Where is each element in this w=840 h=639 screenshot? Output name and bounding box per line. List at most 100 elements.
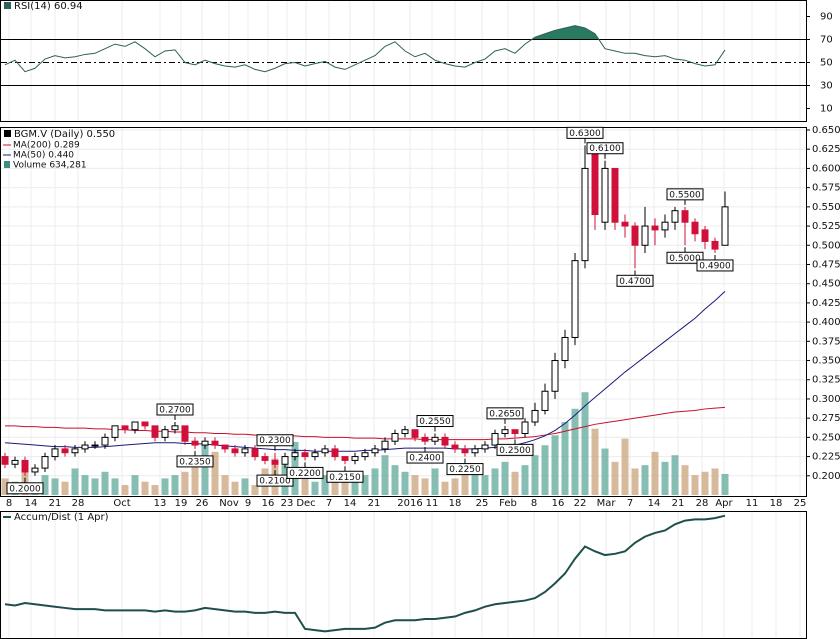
y-tick-label: 0.625 [812, 144, 840, 155]
candle-body [41, 456, 49, 469]
annotation-label: 0.6300 [569, 129, 601, 139]
annotation-label: 0.5000 [669, 254, 701, 264]
annotation-label: 0.2300 [259, 436, 291, 446]
date-label: Mar [597, 498, 617, 509]
rsi-tick-label: 70 [820, 35, 833, 46]
volume-bar [541, 445, 549, 495]
candle-body [371, 448, 379, 454]
annotation-box [176, 455, 214, 468]
candle-body [341, 456, 349, 461]
candle-body [31, 467, 39, 473]
candle-body [61, 448, 69, 454]
candle-body [611, 167, 619, 223]
candle-body [141, 421, 149, 427]
price-legend-swatch [4, 130, 11, 137]
price-panel [0, 127, 807, 497]
candle-body [311, 452, 319, 458]
date-label: 18 [449, 498, 462, 509]
annotation-label: 0.4900 [699, 261, 731, 271]
date-label: 9 [245, 498, 251, 509]
volume-bar [561, 422, 569, 495]
candle-body [701, 229, 709, 242]
volume-bar [171, 475, 179, 495]
annotation-label: 0.2350 [179, 457, 211, 467]
volume-bar [381, 455, 389, 495]
volume-bar [721, 473, 729, 495]
volume-bar [301, 478, 309, 495]
y-tick-label: 0.300 [812, 394, 840, 405]
volume-bar [661, 461, 669, 495]
y-tick-label: 0.650 [812, 125, 840, 136]
volume-bar [121, 485, 129, 495]
volume-bar [231, 481, 239, 495]
volume-bar [691, 475, 699, 495]
volume-bar [711, 468, 719, 495]
candle-body [601, 167, 609, 223]
volume-bar [471, 471, 479, 495]
date-label: 8 [531, 498, 537, 509]
candle-body [171, 425, 179, 431]
rsi-tick-label: 30 [820, 81, 833, 92]
candle-body [151, 425, 159, 438]
candle-body [201, 440, 209, 446]
volume-bar [81, 475, 89, 495]
annotation-box [486, 407, 524, 420]
volume-bar [611, 461, 619, 495]
y-tick-label: 0.400 [812, 317, 840, 328]
annotation-box [696, 259, 734, 272]
annotation-label: 0.2550 [419, 417, 451, 427]
candle-body [631, 225, 639, 246]
candle-body [361, 452, 369, 458]
annotation-label: 0.2700 [159, 406, 191, 416]
date-label: Feb [499, 498, 517, 509]
candle-body [681, 210, 689, 223]
annotation-label: 0.2500 [499, 446, 531, 456]
date-label: 16 [262, 498, 275, 509]
ad-legend: Accum/Dist (1 Apr) [14, 512, 109, 523]
volume-bar [461, 465, 469, 495]
date-label: 11 [426, 498, 439, 509]
candle-body [621, 221, 629, 227]
ad-line [4, 514, 726, 633]
volume-bar [481, 475, 489, 495]
date-label: 7 [627, 498, 633, 509]
candle-body [161, 429, 169, 438]
date-label: 14 [344, 498, 357, 509]
volume-bar [681, 465, 689, 495]
candle-body [541, 390, 549, 411]
candle-body [431, 436, 439, 442]
date-label: 25 [476, 498, 489, 509]
date-label: 8 [6, 498, 12, 509]
date-label: Oct [113, 498, 130, 509]
volume-bar [131, 475, 139, 495]
candle-body [441, 436, 449, 446]
volume-bar [1, 478, 9, 495]
annotation-box [446, 463, 484, 476]
rsi-panel [0, 0, 807, 122]
candle-body [261, 456, 269, 461]
volume-bar [671, 455, 679, 495]
volume-bar [501, 461, 509, 495]
y-tick-label: 0.350 [812, 356, 840, 367]
candle-body [211, 440, 219, 446]
volume-bar [651, 451, 659, 495]
rsi-tick-label: 10 [820, 104, 833, 115]
volume-bar [521, 465, 529, 495]
candle-body [661, 221, 669, 231]
volume-bar [191, 465, 199, 495]
candle-body [301, 452, 309, 458]
candle-body [721, 206, 729, 246]
volume-bar [581, 392, 589, 495]
volume-bar [421, 478, 429, 495]
candle-body [551, 360, 559, 392]
date-label: 21 [368, 498, 381, 509]
candle-body [561, 336, 569, 362]
date-label: 28 [696, 498, 709, 509]
volume-legend: Volume 634,281 [13, 161, 87, 171]
annotation-box [666, 251, 704, 264]
volume-bar [71, 468, 79, 495]
annotation-label: 0.4700 [619, 277, 651, 287]
candle-body [321, 448, 329, 454]
annotation-label: 0.2650 [489, 409, 521, 419]
